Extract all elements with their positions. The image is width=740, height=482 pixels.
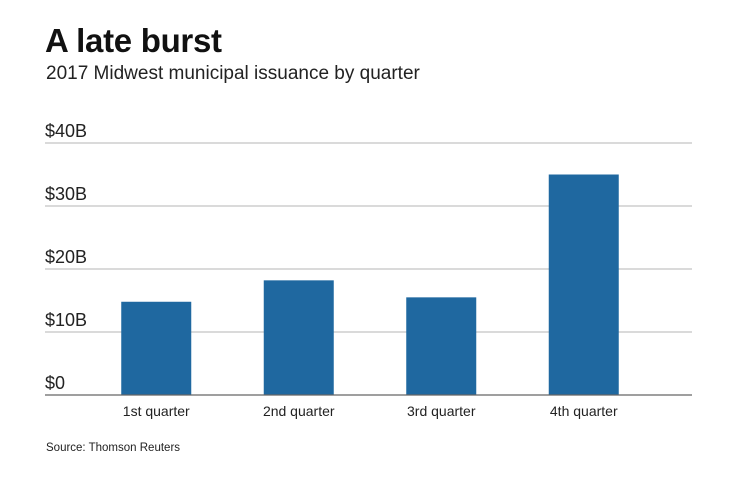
y-axis-tick-labels: $0 $10B $20B $30B $40B: [45, 121, 87, 393]
x-category-label: 2nd quarter: [263, 403, 335, 419]
chart-subtitle: 2017 Midwest municipal issuance by quart…: [46, 63, 420, 84]
source-note: Source: Thomson Reuters: [46, 442, 181, 454]
y-tick-label: $40B: [45, 121, 87, 141]
x-category-label: 3rd quarter: [407, 403, 476, 419]
y-tick-label: $20B: [45, 247, 87, 267]
bar: [121, 301, 192, 395]
y-tick-label: $30B: [45, 184, 87, 204]
chart-title: A late burst: [45, 22, 222, 59]
y-tick-label: $10B: [45, 310, 87, 330]
bar: [406, 297, 477, 395]
x-axis-category-labels: 1st quarter 2nd quarter 3rd quarter 4th qua…: [123, 403, 618, 419]
x-category-label: 1st quarter: [123, 403, 190, 419]
x-category-label: 4th quarter: [550, 403, 618, 419]
bars: [121, 174, 619, 395]
bar: [263, 280, 334, 395]
y-tick-label: $0: [45, 373, 65, 393]
bar: [548, 174, 619, 395]
